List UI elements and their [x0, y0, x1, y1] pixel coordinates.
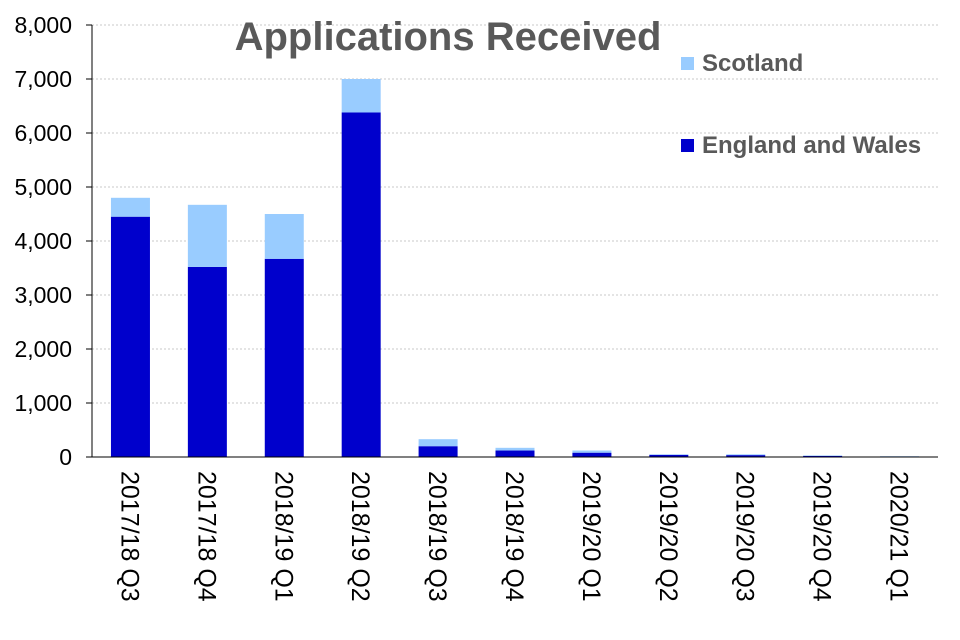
y-tick-label: 1,000: [14, 390, 72, 416]
y-tick-label: 3,000: [14, 282, 72, 308]
y-tick-label: 7,000: [14, 66, 72, 92]
x-tick-label: 2019/20 Q4: [808, 471, 836, 602]
bar-scotland: [803, 455, 843, 456]
bar-england-and-wales: [726, 455, 766, 457]
bar-england-and-wales: [649, 454, 689, 457]
y-tick-label: 6,000: [14, 120, 72, 146]
x-tick-label: 2018/19 Q1: [269, 471, 297, 602]
bar-scotland: [572, 450, 612, 453]
legend-label-scotland: Scotland: [702, 50, 803, 77]
legend-swatch-scotland: [681, 57, 694, 70]
bar-england-and-wales: [495, 450, 535, 457]
legend: Scotland England and Wales: [681, 50, 921, 159]
x-tick-label: 2018/19 Q2: [346, 471, 374, 602]
chart-title: Applications Received: [235, 15, 662, 59]
bar-england-and-wales: [110, 216, 150, 457]
gridlines: [92, 24, 938, 404]
legend-swatch-england-and-wales: [681, 139, 694, 152]
bar-scotland: [418, 439, 458, 447]
y-tick-label: 4,000: [14, 228, 72, 254]
x-tick-label: 2018/19 Q4: [500, 471, 528, 602]
bar-england-and-wales: [803, 455, 843, 457]
x-axis-ticks: 2017/18 Q3 2017/18 Q4 2018/19 Q1 2018/19 Q2…: [115, 471, 912, 602]
y-tick-label: 0: [59, 444, 72, 470]
bar-scotland: [495, 447, 535, 451]
bar-scotland: [341, 79, 381, 113]
bar-scotland: [726, 454, 766, 456]
bar-scotland: [649, 454, 689, 455]
bar-england-and-wales: [572, 452, 612, 457]
y-axis-ticks: 0 1,000 2,000 3,000 4,000 5,000 6,000 7,000 8,00…: [14, 12, 92, 470]
bar-scotland: [187, 204, 227, 267]
x-tick-label: 2019/20 Q1: [577, 471, 605, 602]
legend-label-england-and-wales: England and Wales: [702, 132, 921, 159]
x-tick-label: 2020/21 Q1: [885, 471, 913, 602]
bar-england-and-wales: [341, 112, 381, 457]
x-tick-label: 2017/18 Q4: [192, 471, 220, 602]
bar-england-and-wales: [187, 266, 227, 457]
bar-scotland: [110, 197, 150, 217]
x-tick-label: 2019/20 Q2: [654, 471, 682, 602]
bar-group: [110, 79, 920, 457]
y-tick-label: 2,000: [14, 336, 72, 362]
bar-england-and-wales: [418, 446, 458, 457]
x-tick-label: 2018/19 Q3: [423, 471, 451, 602]
x-tick-label: 2017/18 Q3: [115, 471, 143, 602]
x-tick-label: 2019/20 Q3: [731, 471, 759, 602]
bar-england-and-wales: [264, 258, 304, 457]
bar-scotland: [264, 214, 304, 259]
y-tick-label: 5,000: [14, 174, 72, 200]
y-tick-label: 8,000: [14, 12, 72, 38]
